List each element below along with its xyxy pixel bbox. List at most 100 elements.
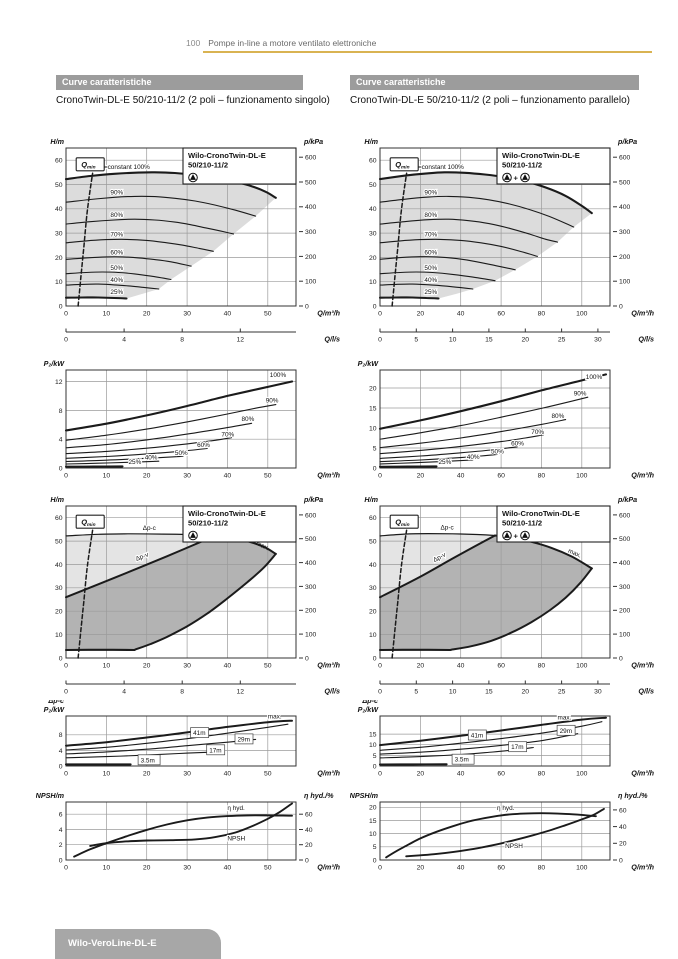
right-tick-label: 0	[305, 303, 309, 310]
y-tick-label: 10	[55, 632, 63, 639]
chart-title-line: 50/210-11/2	[188, 161, 228, 170]
series-41m	[65, 723, 289, 751]
y-tick-label: 50	[369, 182, 377, 189]
x-tick-label: 60	[497, 663, 505, 670]
curve-label: 3.5m	[455, 757, 469, 764]
series-41m	[379, 721, 603, 751]
x-tick-label: 100	[576, 865, 588, 872]
pump-icon-rotor	[190, 532, 196, 538]
x-tick-label: 50	[264, 865, 272, 872]
secondary-tick-label: 30	[594, 689, 602, 696]
x-axis-label: Q/m³/h	[631, 769, 654, 778]
curve-label: NPSH	[505, 843, 523, 850]
y-tick-label: 20	[369, 805, 377, 812]
y-tick-label: 15	[369, 405, 377, 412]
y-tick-label: 50	[55, 539, 63, 546]
x-axis-label: Q/m³/h	[317, 863, 340, 872]
y-tick-label: 8	[59, 732, 63, 739]
x-tick-label: 10	[103, 663, 111, 670]
y-tick-label: 15	[369, 732, 377, 739]
right-tick-label: 500	[619, 179, 631, 186]
x-tick-label: 50	[264, 311, 272, 318]
series-80%	[379, 218, 559, 243]
curve-label: n=constant 100%	[100, 164, 150, 171]
series-70%	[379, 434, 544, 455]
y-tick-label: 0	[59, 465, 63, 472]
page-number: 100	[186, 38, 201, 48]
series-envelope	[133, 552, 277, 651]
series-90%	[65, 404, 277, 441]
x-tick-label: 80	[538, 771, 546, 778]
y-tick-label: 0	[59, 303, 63, 310]
x-tick-label: 0	[378, 663, 382, 670]
curve-label: 80%	[242, 416, 255, 423]
plot-border	[65, 505, 297, 659]
x-tick-label: 100	[576, 663, 588, 670]
x-axis-label: Q/m³/h	[631, 661, 654, 670]
right-tick-label: 400	[619, 204, 631, 211]
secondary-axis-label: Q/l/s	[638, 335, 654, 344]
curve-label: 25%	[110, 289, 123, 296]
curve-label: 50%	[175, 450, 188, 457]
curve-label: 25%	[129, 459, 142, 466]
y-tick-label: 40	[55, 206, 63, 213]
right-tick-label: 300	[619, 584, 631, 591]
series-100%	[64, 380, 294, 432]
series-29m	[65, 738, 257, 755]
pump-icon-rotor	[522, 174, 528, 180]
column-single: Curve caratteristiche CronoTwin-DL-E 50/…	[36, 75, 342, 884]
y-tick-label: 8	[59, 408, 63, 415]
curve-label: 17m	[209, 747, 221, 754]
secondary-axis-label: Q/l/s	[638, 687, 654, 696]
x-tick-label: 40	[457, 663, 465, 670]
secondary-tick-label: 15	[485, 337, 493, 344]
chart-title-line: Wilo-CronoTwin-DL-E	[188, 509, 266, 518]
qmin-box	[75, 514, 105, 529]
right-tick-label: 400	[305, 560, 317, 567]
plus-sign: +	[514, 173, 519, 182]
right-tick-label: 600	[619, 155, 631, 162]
series-eta-hyd	[73, 814, 293, 858]
curve-label: 29m	[560, 728, 572, 735]
plot-border	[65, 715, 297, 767]
series-Qmin-line	[391, 172, 408, 307]
y-tick-label: 0	[373, 655, 377, 662]
curve-label: 25%	[439, 459, 452, 466]
right-tick-label: 40	[305, 827, 313, 834]
right-tick-label: 60	[305, 812, 313, 819]
y-tick-label: 30	[55, 585, 63, 592]
plot-border	[379, 147, 611, 307]
y-tick-label: 0	[373, 465, 377, 472]
secondary-tick-label: 10	[449, 689, 457, 696]
y-tick-label: 4	[59, 748, 63, 755]
header-underline	[203, 51, 652, 53]
chart-svg-p2-parallel: 0 20 40 60 80 100 0 5 10 15 20 P₂/kW Q/m³/h 100% 90% 80…	[358, 359, 655, 480]
pump-icon-rotor	[504, 174, 510, 180]
chart-svg-dpc-single: 0 10 20 30 40 50 0 4 8 Δp-cP₂/kW Q/m³/h max. 41m 29m 1…	[44, 700, 341, 778]
series-max	[65, 719, 293, 747]
y-tick-label: 15	[369, 818, 377, 825]
x-tick-label: 40	[224, 473, 232, 480]
y-tick-label: 10	[369, 279, 377, 286]
chart-p2-parallel: 0 20 40 60 80 100 0 5 10 15 20 P₂/kW Q/m³/h 100% 90% 80…	[350, 356, 656, 492]
x-tick-label: 80	[538, 311, 546, 318]
x-tick-label: 40	[457, 865, 465, 872]
x-tick-label: 20	[417, 771, 425, 778]
secondary-tick-label: 0	[378, 689, 382, 696]
y-tick-label: 60	[55, 158, 63, 165]
series-40%	[379, 459, 474, 465]
x-axis-label: Q/m³/h	[317, 661, 340, 670]
right-tick-label: 200	[619, 608, 631, 615]
qmin-label: Qmin	[395, 518, 409, 529]
right-tick-label: 200	[305, 608, 317, 615]
curve-label: 41m	[193, 730, 205, 737]
qmin-label: Qmin	[81, 160, 95, 171]
y-axis-label: P₂/kW	[44, 359, 66, 368]
qmin-box	[389, 157, 419, 172]
chart-operating-range-parallel: 0 20 40 60 80 100 0 10 20 30 40 50 60 0 100 200 300 400 50…	[350, 492, 656, 700]
series-70%	[65, 238, 214, 252]
y-tick-label: 12	[55, 379, 63, 386]
series-80%	[65, 422, 253, 449]
right-tick-label: 300	[305, 229, 317, 236]
chart-hq-parallel: 0 20 40 60 80 100 0 10 20 30 40 50 60 0 100 200 300 400 50…	[350, 132, 656, 356]
